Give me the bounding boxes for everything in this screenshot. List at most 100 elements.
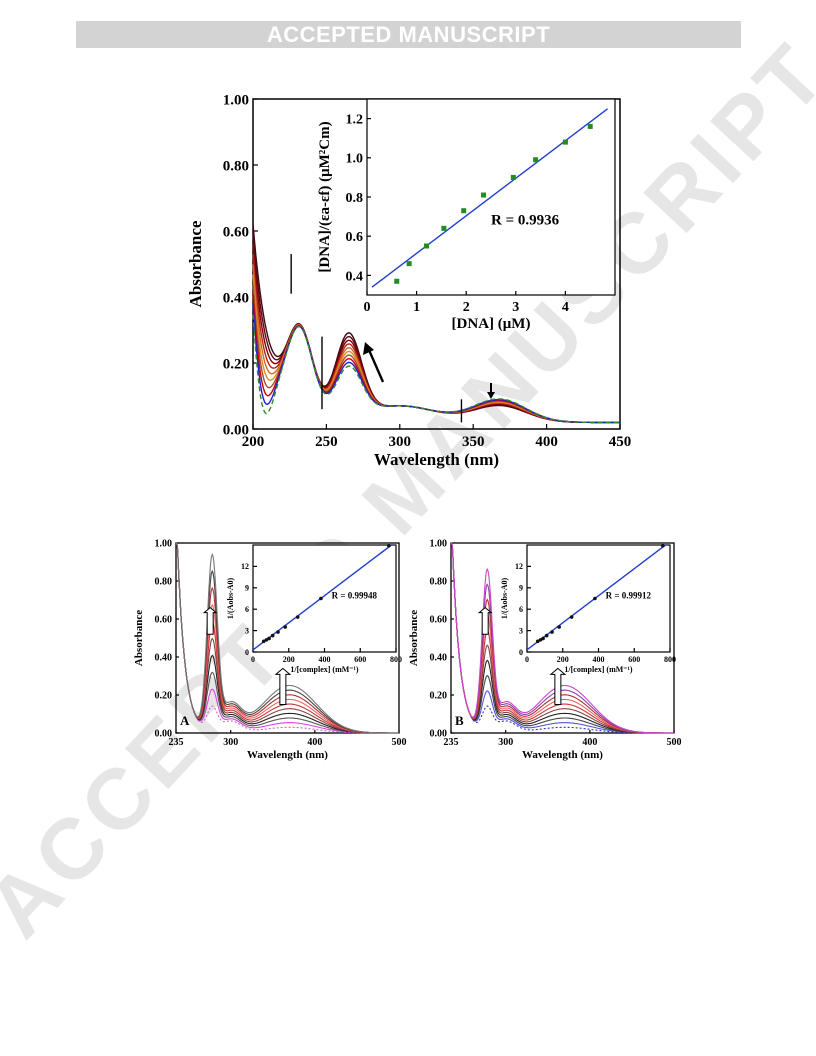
y-tick-label: 1.00 xyxy=(223,92,249,108)
inset-data-point xyxy=(587,123,593,129)
y-tick-label: 0.40 xyxy=(430,653,448,664)
y-axis-label: Absorbance xyxy=(186,220,205,307)
inset-data-point xyxy=(535,639,540,644)
inset-data-point xyxy=(569,615,574,619)
inset-background xyxy=(527,545,670,652)
y-tick-label: 1.2 xyxy=(346,113,364,128)
y-tick-label: 0.40 xyxy=(223,290,249,306)
x-tick-label: 235 xyxy=(444,737,459,748)
panel-a-chart: 235 300 400 5000.000.200.400.600.801.00Wave… xyxy=(133,539,407,762)
hollow-arrow xyxy=(477,606,493,635)
inset-data-point xyxy=(319,596,323,601)
y-tick-label: 0 xyxy=(519,648,523,657)
inset-data-point xyxy=(550,630,554,634)
y-tick-label: 0.00 xyxy=(223,422,249,438)
inset-data-point xyxy=(424,243,430,249)
inset-data-point xyxy=(394,278,400,284)
x-tick-label: 2 xyxy=(463,300,470,315)
inset-data-point xyxy=(295,615,300,619)
decrease-arrow-head xyxy=(487,392,495,399)
y-tick-label: 0.80 xyxy=(155,577,173,588)
spectrum-line xyxy=(451,542,674,734)
y-tick-label: 0.8 xyxy=(346,191,364,206)
x-tick-label: 3 xyxy=(512,300,519,315)
x-tick-label: 800 xyxy=(390,655,402,664)
y-tick-label: 0.6 xyxy=(346,230,364,245)
inset-data-point xyxy=(557,625,561,629)
spectrum-line xyxy=(252,274,620,424)
inset-fit-line xyxy=(252,543,393,651)
hollow-arrow xyxy=(274,667,292,705)
x-tick-label: 200 xyxy=(283,655,295,664)
y-tick-label: 9 xyxy=(245,584,249,593)
inset-data-point xyxy=(283,625,287,629)
panel-label: A xyxy=(180,713,190,728)
x-tick-label: 800 xyxy=(664,655,676,664)
plot-frame xyxy=(450,542,675,734)
inset-data-point xyxy=(441,225,447,231)
inset-data-point xyxy=(510,174,516,180)
inset-data-point xyxy=(270,633,275,638)
y-tick-label: 9 xyxy=(519,584,523,593)
y-tick-label: 0 xyxy=(245,648,249,657)
y-tick-label: 0.20 xyxy=(223,356,249,372)
y-tick-label: 0.00 xyxy=(430,729,448,740)
y-tick-label: 0.80 xyxy=(223,158,249,174)
y-axis-label: Absorbance xyxy=(408,610,420,666)
y-tick-label: 1.0 xyxy=(346,152,364,167)
plot-frame xyxy=(175,542,400,734)
x-axis-label: Wavelength (nm) xyxy=(522,749,603,761)
inset-fit-line xyxy=(371,108,608,288)
x-tick-label: 450 xyxy=(609,434,632,450)
y-tick-label: 0.60 xyxy=(155,615,173,626)
inset-data-point xyxy=(267,636,271,641)
inset-data-point xyxy=(538,638,543,642)
x-tick-label: 4 xyxy=(562,300,569,315)
top-chart: 200 250 300 350 400 4500.000.200.400.600.801.… xyxy=(186,92,631,469)
inset-data-point xyxy=(533,157,539,163)
y-tick-label: 6 xyxy=(519,605,523,614)
y-tick-label: 0.80 xyxy=(430,577,448,588)
x-tick-label: 400 xyxy=(307,737,322,748)
x-tick-label: 400 xyxy=(593,655,605,664)
x-tick-label: 1 xyxy=(413,300,420,315)
y-axis-label: 1/(Aobs-A0) xyxy=(500,578,509,620)
x-tick-label: 300 xyxy=(223,737,238,748)
inset-background xyxy=(253,545,396,652)
spectrum-line xyxy=(252,304,620,424)
x-tick-label: 250 xyxy=(315,434,338,450)
inset-data-point xyxy=(661,543,665,548)
y-tick-label: 0.40 xyxy=(155,653,173,664)
inset-data-point xyxy=(461,208,467,214)
x-tick-label: 0 xyxy=(251,655,255,664)
y-axis-label: 1/(Aobs-A0) xyxy=(226,578,235,620)
x-tick-label: 500 xyxy=(392,737,407,748)
inset-r-value: R = 0.99948 xyxy=(332,591,378,601)
y-tick-label: 6 xyxy=(245,605,249,614)
x-tick-label: 400 xyxy=(582,737,597,748)
inset-data-point xyxy=(387,543,391,548)
panel-label: B xyxy=(455,713,464,728)
y-tick-label: 3 xyxy=(519,626,523,635)
inset-fit-line xyxy=(526,543,667,651)
x-tick-label: 350 xyxy=(462,434,485,450)
y-tick-label: 0.60 xyxy=(223,224,249,240)
x-axis-label: 1/[complex] (mM⁻¹) xyxy=(564,665,632,674)
inset-r-value: R = 0.99912 xyxy=(606,591,652,601)
hollow-arrow xyxy=(202,606,218,635)
x-axis-label: Wavelength (nm) xyxy=(247,749,328,761)
x-tick-label: 600 xyxy=(628,655,640,664)
x-tick-label: 300 xyxy=(389,434,412,450)
increase-arrow-head xyxy=(363,342,374,355)
x-tick-label: 500 xyxy=(667,737,682,748)
accepted-manuscript-banner: ACCEPTED MANUSCRIPT xyxy=(76,21,741,48)
inset-data-point xyxy=(544,633,549,638)
inset-data-point xyxy=(264,638,269,642)
spectrum-line xyxy=(176,542,399,734)
x-tick-label: 0 xyxy=(525,655,529,664)
y-tick-label: 0.4 xyxy=(346,269,364,284)
x-tick-label: 200 xyxy=(242,434,265,450)
x-tick-label: 200 xyxy=(557,655,569,664)
y-axis-label: Absorbance xyxy=(133,610,145,666)
